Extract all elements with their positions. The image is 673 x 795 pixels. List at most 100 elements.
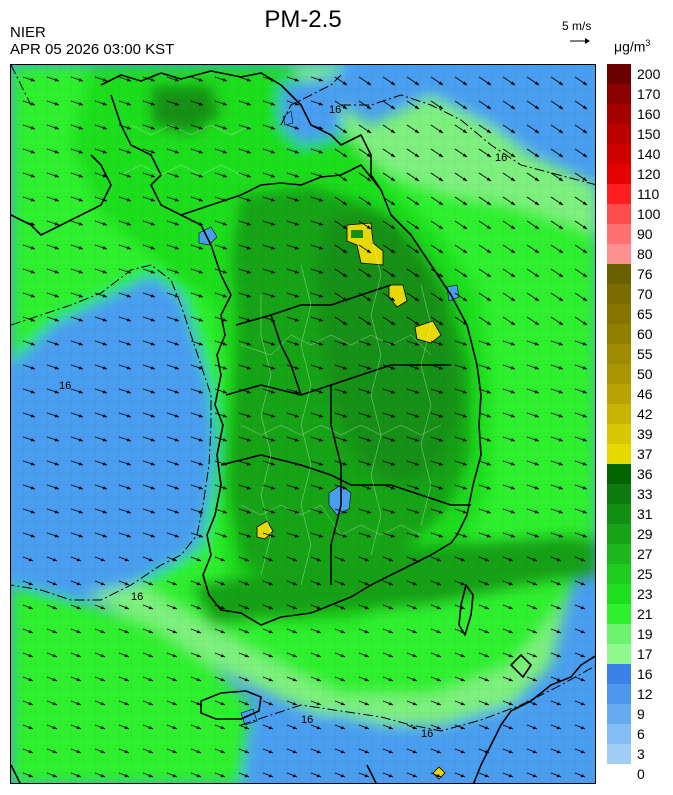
wind-arrow-head bbox=[364, 677, 369, 682]
wind-arrow-head bbox=[198, 438, 203, 442]
wind-arrow-head bbox=[486, 534, 491, 538]
wind-arrow-head bbox=[340, 749, 345, 754]
wind-arrow-head bbox=[582, 438, 587, 442]
wind-arrow-head bbox=[102, 366, 107, 370]
wind-arrow-head bbox=[124, 605, 129, 610]
contour-16 bbox=[11, 65, 595, 732]
wind-arrow-head bbox=[54, 246, 59, 250]
wind-arrow-head bbox=[580, 749, 585, 754]
wind-arrow-head bbox=[126, 174, 131, 178]
wind-arrow-head bbox=[582, 462, 587, 466]
wind-arrow-head bbox=[294, 366, 299, 370]
wind-arrow-head bbox=[28, 629, 33, 634]
wind-arrow-head bbox=[148, 557, 153, 562]
wind-arrow-head bbox=[390, 105, 395, 109]
wind-arrow-head bbox=[244, 557, 249, 562]
wind-arrow-head bbox=[76, 605, 81, 610]
wind-arrow-head bbox=[460, 725, 465, 730]
wind-arrow-head bbox=[342, 201, 347, 205]
wind-arrow-head bbox=[174, 486, 179, 490]
legend-label: 12 bbox=[637, 686, 653, 702]
wind-arrow-head bbox=[126, 294, 131, 298]
wind-arrow-head bbox=[198, 150, 203, 154]
wind-arrow-head bbox=[532, 653, 537, 658]
wind-arrow-head bbox=[582, 534, 587, 538]
legend-label: 25 bbox=[637, 566, 653, 582]
wind-arrow-head bbox=[174, 534, 179, 538]
wind-arrow-head bbox=[486, 297, 491, 301]
wind-arrow-head bbox=[148, 725, 153, 730]
wind-arrow-head bbox=[580, 581, 585, 586]
wind-arrow-head bbox=[198, 294, 203, 298]
wind-arrow-head bbox=[486, 153, 491, 157]
wind-arrow-head bbox=[366, 201, 371, 205]
wind-arrow-head bbox=[172, 557, 177, 562]
wind-arrow-head bbox=[366, 297, 371, 301]
wind-arrow-head bbox=[268, 605, 273, 610]
legend-label: 70 bbox=[637, 286, 653, 302]
wind-arrow-head bbox=[510, 486, 515, 490]
legend-label: 120 bbox=[637, 166, 661, 182]
wind-arrow-head bbox=[414, 321, 419, 325]
wind-arrow-head bbox=[342, 486, 347, 490]
wind-arrow-head bbox=[510, 129, 515, 133]
wind-arrow-head bbox=[198, 174, 203, 178]
legend-swatch bbox=[607, 64, 631, 85]
wind-arrow-head bbox=[462, 105, 467, 109]
wind-arrow-head bbox=[486, 462, 491, 466]
wind-arrow-head bbox=[126, 222, 131, 226]
legend-label: 37 bbox=[637, 446, 653, 462]
wind-arrow-head bbox=[340, 557, 345, 562]
wind-arrow-head bbox=[150, 270, 155, 274]
wind-arrow-head bbox=[54, 438, 59, 442]
wind-arrow-head bbox=[412, 725, 417, 730]
wind-arrow-head bbox=[460, 749, 465, 754]
wind-arrow-head bbox=[196, 629, 201, 634]
wind-arrow-head bbox=[30, 246, 35, 250]
wind-arrow-head bbox=[294, 462, 299, 466]
wind-arrow-head bbox=[292, 677, 297, 682]
wind-arrow-head bbox=[198, 462, 203, 466]
wind-arrow-head bbox=[438, 201, 443, 205]
wind-arrow-head bbox=[30, 342, 35, 346]
wind-arrow-head bbox=[414, 297, 419, 301]
legend-label: 160 bbox=[637, 106, 661, 122]
wind-arrow-head bbox=[222, 174, 227, 178]
wind-arrow-head bbox=[412, 557, 417, 562]
wind-arrow-head bbox=[558, 249, 563, 253]
wind-arrow-head bbox=[414, 510, 419, 514]
wind-arrow-head bbox=[126, 390, 131, 394]
wind-arrow-head bbox=[76, 557, 81, 562]
wind-arrow-head bbox=[390, 225, 395, 229]
wind-arrow-head bbox=[268, 725, 273, 730]
wind-arrow-head bbox=[292, 725, 297, 730]
wind-arrow-head bbox=[294, 438, 299, 442]
wind-arrow-head bbox=[270, 390, 275, 394]
wind-arrow-head bbox=[148, 605, 153, 610]
wind-arrow-head bbox=[510, 510, 515, 514]
wind-arrow-head bbox=[534, 462, 539, 466]
wind-arrow-head bbox=[582, 201, 587, 205]
wind-arrow-head bbox=[78, 510, 83, 514]
legend-swatch bbox=[607, 244, 631, 265]
wind-arrow-head bbox=[174, 126, 179, 130]
wind-arrow-head bbox=[366, 225, 371, 229]
wind-arrow-head bbox=[292, 557, 297, 562]
wind-arrow-head bbox=[268, 749, 273, 754]
wind-arrow-head bbox=[270, 294, 275, 298]
wind-arrow-head bbox=[318, 222, 323, 226]
legend-label: 110 bbox=[637, 186, 660, 202]
wind-arrow-head bbox=[318, 342, 323, 346]
wind-arrow-head bbox=[508, 701, 513, 706]
pm25-map[interactable]: 16 16 16 16 16 16 bbox=[10, 64, 596, 784]
wind-arrow-head bbox=[292, 701, 297, 706]
legend-swatch bbox=[607, 724, 631, 745]
unit-label: μg/m3 bbox=[614, 38, 650, 55]
wind-arrow-head bbox=[558, 129, 563, 133]
wind-reference-label: 5 m/s bbox=[562, 19, 592, 33]
legend-swatch bbox=[607, 744, 631, 764]
wind-arrow-head bbox=[582, 414, 587, 418]
wind-arrow-head bbox=[244, 773, 249, 778]
wind-arrow-head bbox=[582, 510, 587, 514]
legend-label: 90 bbox=[637, 226, 653, 242]
